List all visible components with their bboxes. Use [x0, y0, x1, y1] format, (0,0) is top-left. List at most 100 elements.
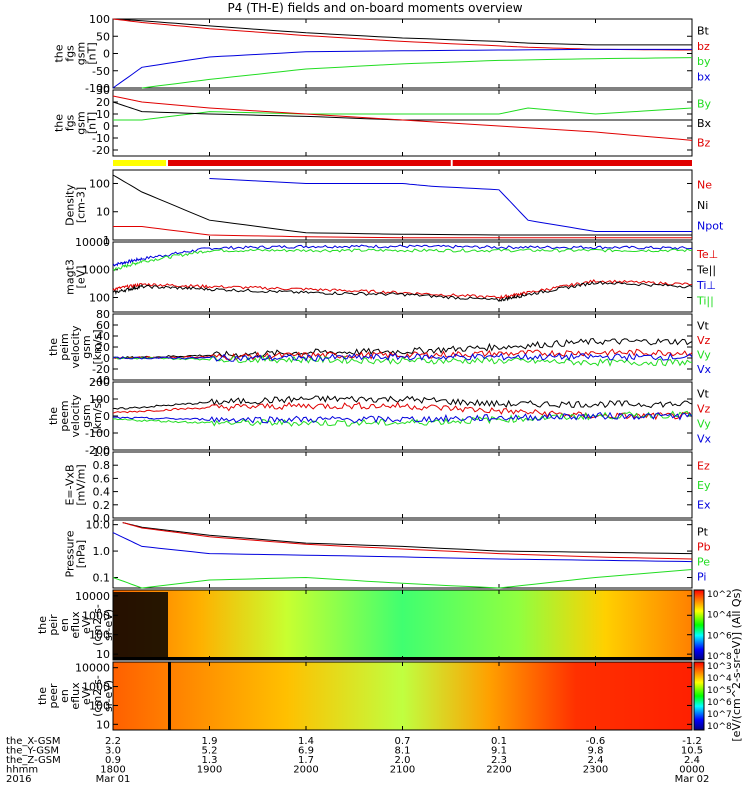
series-line [112, 18, 692, 51]
panel-frame [112, 451, 693, 519]
y-tick-label: 1000 [82, 264, 110, 277]
panel-frame [112, 18, 693, 89]
panel-frame [112, 313, 693, 381]
x-axis-value: 10.5 [681, 746, 703, 757]
y-tick-label: 10 [96, 206, 110, 219]
y-tick-label: 1.0 [93, 446, 111, 459]
y-axis-label-line: the [36, 616, 49, 634]
y-axis-label-line: gsm [75, 42, 88, 65]
y-axis-label-line: sr-eV) [102, 609, 115, 641]
panel-3: 100 10 1 Density[cm-3] Ne Ni Npot [64, 169, 724, 247]
y-axis-label-line: the [47, 407, 60, 425]
legend-entry: Vx [697, 433, 712, 446]
panel-frame [112, 169, 693, 241]
y-axis-label-line: [eV] [75, 266, 88, 289]
y-tick-label: 10 [96, 648, 110, 661]
y-tick-label: 0.2 [93, 499, 111, 512]
heatmap-gap [168, 662, 172, 730]
panel-frame [112, 241, 693, 313]
y-tick-label: 100 [89, 177, 110, 190]
y-axis-label-line: velocity [69, 325, 82, 368]
legend-entry: Te|| [696, 263, 716, 276]
y-tick-label: 40 [96, 330, 110, 343]
y-tick-label: -200 [85, 444, 110, 457]
legend-entry: Vy [697, 348, 711, 361]
y-tick-label: 0.6 [93, 472, 111, 485]
colorbar-tick-label: 10^2 [707, 590, 732, 600]
panel-8: 10.0 1.0 0.1 Pressure[nPa] Pt Pb Pe Pi [64, 519, 711, 589]
series-line [112, 18, 692, 46]
y-tick-label: 1000 [82, 609, 110, 622]
y-axis-label-line: (cm2-s- [91, 675, 104, 717]
x-axis-value: 2.4 [588, 755, 604, 766]
y-tick-label: 200 [89, 376, 110, 389]
y-tick-label: -40 [92, 374, 110, 387]
y-axis-label-line: the [36, 687, 49, 705]
panel-5: 806040200-20-40thepeimvelocitygsm[km/s]V… [47, 308, 712, 387]
x-axis-row-label: the_Y-GSM [6, 746, 59, 757]
series-line [112, 280, 693, 303]
plot-title: P4 (TH-E) fields and on-board moments ov… [227, 1, 522, 15]
y-axis-label-line: the [53, 114, 66, 132]
y-tick-label: -100 [85, 82, 110, 95]
legend-entry: Pb [697, 541, 711, 554]
legend-entry: Vt [697, 388, 710, 401]
y-tick-label: 1.0 [93, 545, 111, 558]
x-axis-value: 0000 [679, 765, 704, 776]
series-line [112, 401, 693, 421]
x-axis-value: 1.9 [202, 736, 218, 747]
series-line [113, 337, 693, 360]
legend-entry: bx [697, 70, 711, 83]
x-axis-value: 8.1 [395, 746, 411, 757]
legend-entry: Ey [697, 479, 711, 492]
y-axis-label-line: [mV/m] [75, 464, 88, 505]
series-line [112, 569, 693, 589]
legend-entry: Vz [697, 334, 711, 347]
heatmap-field [113, 590, 692, 660]
y-axis-label-line: Density [64, 184, 77, 226]
y-axis-label-line: Pressure [64, 530, 77, 577]
series-line [112, 395, 693, 410]
x-axis-value: 0.7 [395, 736, 411, 747]
y-axis-label-line: sr-eV) [102, 680, 115, 712]
y-axis-label-line: gsm [80, 335, 93, 358]
y-axis-label-line: eflux [69, 611, 82, 639]
series-line [209, 178, 692, 232]
colorbar-tick-label: 10^4 [707, 674, 732, 684]
x-axis-value: 2300 [583, 765, 608, 776]
y-axis-label-line: magt3 [64, 259, 77, 295]
panel-frame [112, 89, 693, 157]
panel-7: 1.00.80.60.40.20.0 E=-VxB[mV/m] Ez Ey Ex [64, 446, 711, 525]
colorbar-title-text: [eV/(cm^2-s-sr-eV)] (All Qs) [730, 588, 743, 741]
y-axis-label-line: gsm [75, 111, 88, 134]
colorbar [693, 589, 705, 661]
legend-entry: Pt [697, 526, 709, 539]
y-tick-label: 0.0 [93, 512, 111, 525]
x-axis-value: 2.0 [395, 755, 411, 766]
x-axis-value: 9.8 [588, 746, 604, 757]
y-tick-label: 30 [96, 84, 110, 97]
y-axis-label-line: [cm-3] [75, 187, 88, 223]
legend-entry: Ne [697, 178, 712, 191]
legend-entry: Ti⊥ [696, 279, 716, 292]
y-axis-label-line: eV/ [80, 616, 93, 634]
quality-bar-segment [113, 160, 167, 166]
y-axis-label: Pressure[nPa] [64, 530, 88, 577]
x-axis-value: 1.3 [202, 755, 218, 766]
y-tick-label: -50 [92, 65, 110, 78]
y-axis-label: E=-VxB[mV/m] [64, 464, 88, 505]
series-line [113, 107, 693, 121]
legend-entry: Ni [697, 199, 708, 212]
x-axis-value: Mar 02 [675, 774, 710, 785]
y-tick-label: -10 [92, 132, 110, 145]
legend-entry: Vt [697, 319, 710, 332]
x-axis-value: 9.1 [491, 746, 507, 757]
legend-entry: Ez [697, 460, 710, 473]
series-line [112, 410, 693, 427]
legend-entry: by [697, 55, 711, 68]
